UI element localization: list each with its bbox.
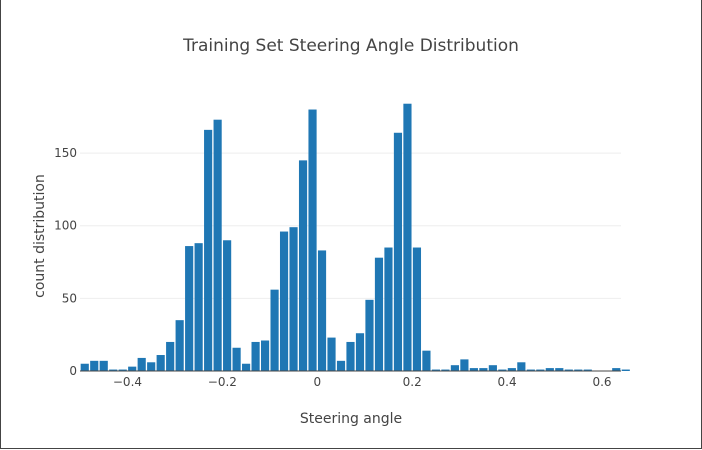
- histogram-bar: [403, 103, 412, 371]
- y-axis-ticks: 0 50 100 150: [54, 146, 77, 378]
- histogram-bar: [469, 368, 478, 371]
- y-tick-label: 100: [54, 219, 77, 233]
- histogram-bar: [355, 333, 365, 371]
- y-tick-label: 50: [62, 291, 77, 305]
- histogram-bar: [204, 129, 213, 371]
- histogram-bar: [156, 355, 165, 371]
- histogram-bar: [488, 365, 497, 371]
- x-tick-label: 0.6: [592, 375, 611, 389]
- histogram-bar: [99, 360, 108, 371]
- histogram-bar: [621, 369, 630, 371]
- histogram-bar: [118, 369, 127, 371]
- x-tick-label: 0: [313, 375, 321, 389]
- histogram-bar: [270, 289, 279, 371]
- histogram-bar: [232, 347, 241, 371]
- histogram-bar: [365, 299, 374, 371]
- y-tick-label: 150: [54, 146, 77, 160]
- x-tick-label: 0.4: [498, 375, 517, 389]
- histogram-bar: [175, 320, 184, 371]
- histogram-bar: [80, 363, 89, 371]
- x-axis-ticks: −0.4 −0.2 0 0.2 0.4 0.6: [113, 375, 612, 389]
- histogram-bar: [412, 247, 422, 371]
- histogram-bar: [260, 340, 270, 371]
- histogram-bar: [298, 160, 308, 371]
- histogram-bar: [289, 227, 298, 371]
- histogram-bar: [166, 341, 175, 371]
- y-tick-label: 0: [69, 364, 77, 378]
- x-tick-label: 0.2: [403, 375, 422, 389]
- chart-title: Training Set Steering Angle Distribution: [182, 36, 519, 56]
- x-tick-label: −0.4: [113, 375, 142, 389]
- histogram-bar: [374, 257, 384, 371]
- histogram-bar: [555, 368, 564, 371]
- histogram-bar: [308, 109, 317, 372]
- histogram-bar: [564, 369, 573, 371]
- histogram-bar: [346, 341, 355, 371]
- histogram-bar: [223, 240, 232, 371]
- histogram-bar: [251, 341, 260, 371]
- histogram-bar: [450, 365, 459, 371]
- histogram-bar: [128, 366, 137, 371]
- histogram-bar: [507, 368, 516, 371]
- histogram-bar: [336, 360, 346, 371]
- histogram-bar: [422, 350, 431, 371]
- histogram-bar: [213, 119, 222, 372]
- histogram-bar: [517, 362, 526, 371]
- histogram-bar: [612, 368, 621, 371]
- histogram-bar: [498, 369, 507, 371]
- histogram-bar: [327, 337, 336, 371]
- histogram-bar: [194, 243, 203, 371]
- histogram-bar: [185, 246, 194, 371]
- histogram-bar: [384, 247, 393, 371]
- histogram-bar: [479, 368, 488, 371]
- histogram-bar: [526, 369, 535, 371]
- histogram-bar: [279, 231, 289, 371]
- histogram-bar: [317, 250, 327, 371]
- histogram-bar: [536, 369, 545, 371]
- histogram-bar: [460, 359, 469, 371]
- histogram-bar: [242, 363, 251, 371]
- y-axis-title: count distribution: [32, 174, 48, 298]
- histogram-bar: [431, 369, 441, 371]
- histogram-bar: [90, 360, 99, 371]
- histogram-bar: [393, 132, 403, 371]
- histogram-bar: [109, 369, 118, 371]
- bars: [80, 103, 630, 372]
- histogram-bar: [574, 369, 583, 371]
- histogram-bar: [441, 369, 450, 371]
- histogram-bar: [137, 357, 146, 371]
- x-axis-title: Steering angle: [300, 411, 402, 427]
- histogram-bar: [545, 368, 554, 371]
- gridlines: [80, 152, 621, 299]
- x-tick-label: −0.2: [208, 375, 237, 389]
- histogram-bar: [583, 369, 592, 371]
- histogram-bar: [147, 362, 156, 371]
